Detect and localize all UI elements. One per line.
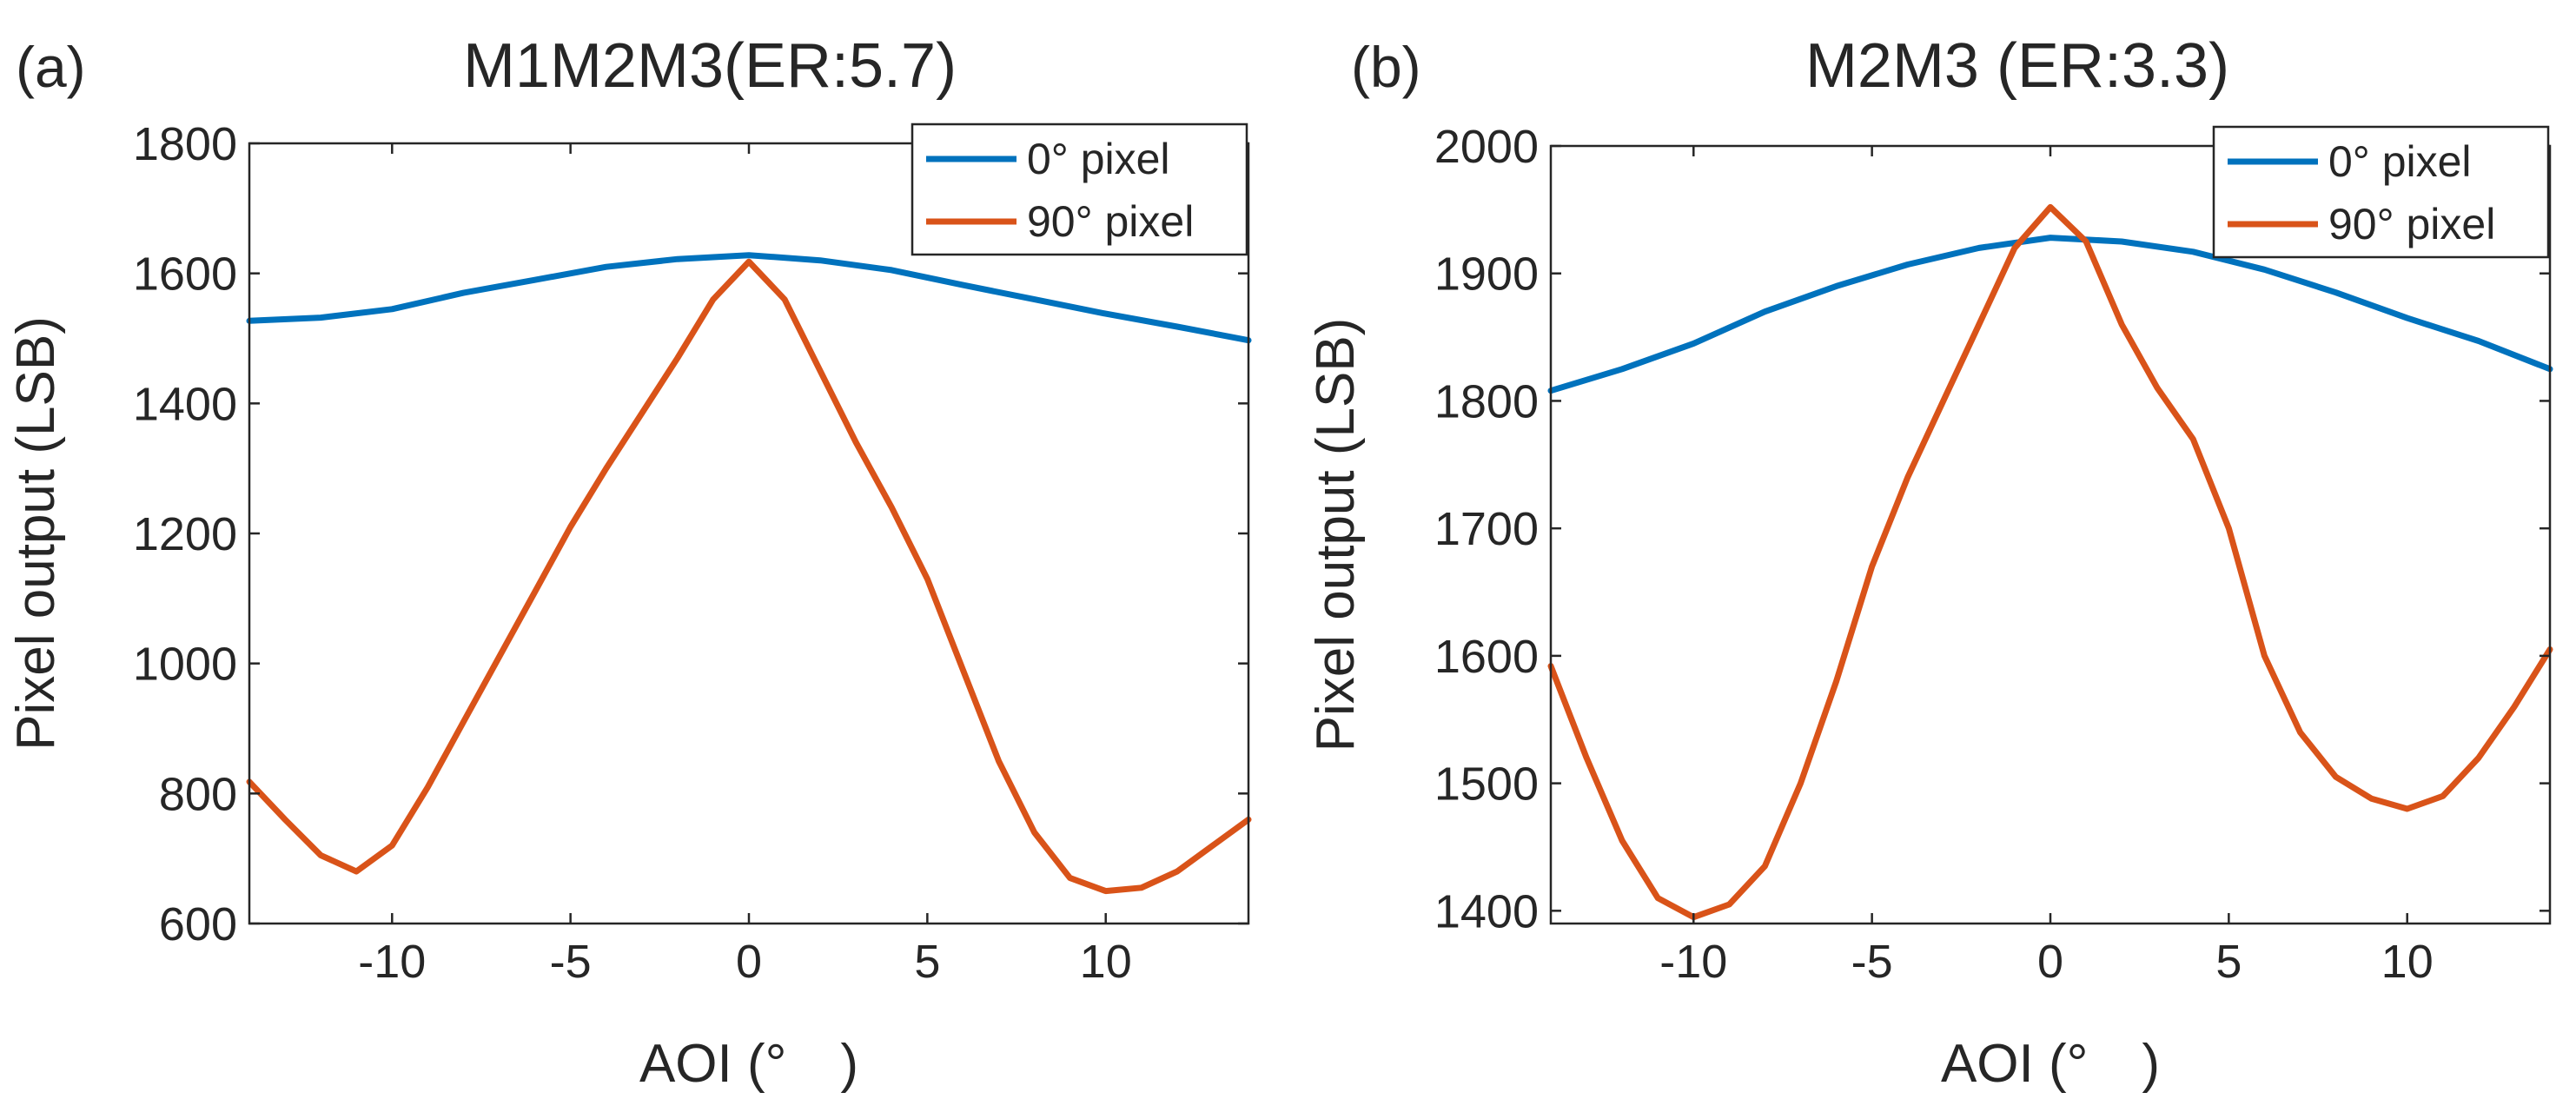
series-line-90deg: [246, 258, 1252, 895]
chart-panel-2: -10 -5 0 5 10 1400 1500 1600 1700 1800 1900 2000 AOI…: [1306, 31, 2553, 1094]
y-tick-label: 1600: [1434, 631, 1539, 683]
y-tick-label: 1400: [133, 378, 237, 430]
chart-panel-1: -10 -5 0 5 10 600 800 1000 1200 1400 1600 1800 AOI (…: [6, 31, 1252, 1094]
legend-box: [2212, 125, 2550, 259]
series-line-0deg: [1547, 235, 2553, 394]
panel-label: (b): [1351, 35, 1421, 99]
legend-box: [911, 122, 1248, 256]
legend-label: 0° pixel: [1027, 135, 1170, 183]
y-tick-label: 800: [159, 768, 237, 820]
x-tick-label: -5: [1851, 936, 1893, 988]
plot-area: [249, 143, 1248, 924]
x-tick-label: -10: [1659, 936, 1727, 988]
plot-area: [1551, 146, 2550, 924]
y-tick-label: 1000: [133, 639, 237, 691]
series-line-90deg: [1547, 203, 2553, 921]
x-tick-label: -5: [550, 936, 592, 988]
x-tick-label: 10: [2381, 936, 2434, 988]
y-tick-label: 1600: [133, 248, 237, 301]
x-axis-title: AOI (° ): [1941, 1034, 2160, 1094]
x-tick-label: 10: [1080, 936, 1132, 988]
y-tick-label: 1200: [133, 508, 237, 560]
x-axis-title: AOI (° ): [639, 1034, 858, 1094]
y-tick-label: 1400: [1434, 885, 1539, 937]
x-tick-label: 0: [736, 936, 762, 988]
legend: 0° pixel 90° pixel: [2212, 125, 2550, 259]
x-tick-label: 5: [914, 936, 940, 988]
y-axis-title: Pixel output (LSB): [6, 316, 66, 751]
y-tick-label: 600: [159, 898, 237, 950]
legend-label: 90° pixel: [1027, 197, 1194, 246]
panel-label: (a): [16, 35, 86, 99]
x-tick-label: 5: [2215, 936, 2242, 988]
y-tick-label: 1800: [1434, 375, 1539, 427]
legend-label: 0° pixel: [2328, 137, 2472, 186]
chart-title: M2M3 (ER:3.3): [1805, 31, 2229, 101]
y-axis-title: Pixel output (LSB): [1306, 318, 1366, 752]
x-tick-label: 0: [2037, 936, 2063, 988]
y-tick-label: 1700: [1434, 503, 1539, 555]
chart-title: M1M2M3(ER:5.7): [463, 31, 957, 101]
legend: 0° pixel 90° pixel: [911, 122, 1248, 256]
y-tick-label: 1500: [1434, 758, 1539, 811]
legend-label: 90° pixel: [2328, 200, 2495, 248]
y-tick-label: 1900: [1434, 248, 1539, 301]
y-tick-label: 2000: [1434, 121, 1539, 173]
y-tick-label: 1800: [133, 118, 237, 170]
series-line-0deg: [246, 252, 1252, 344]
x-tick-label: -10: [358, 936, 426, 988]
